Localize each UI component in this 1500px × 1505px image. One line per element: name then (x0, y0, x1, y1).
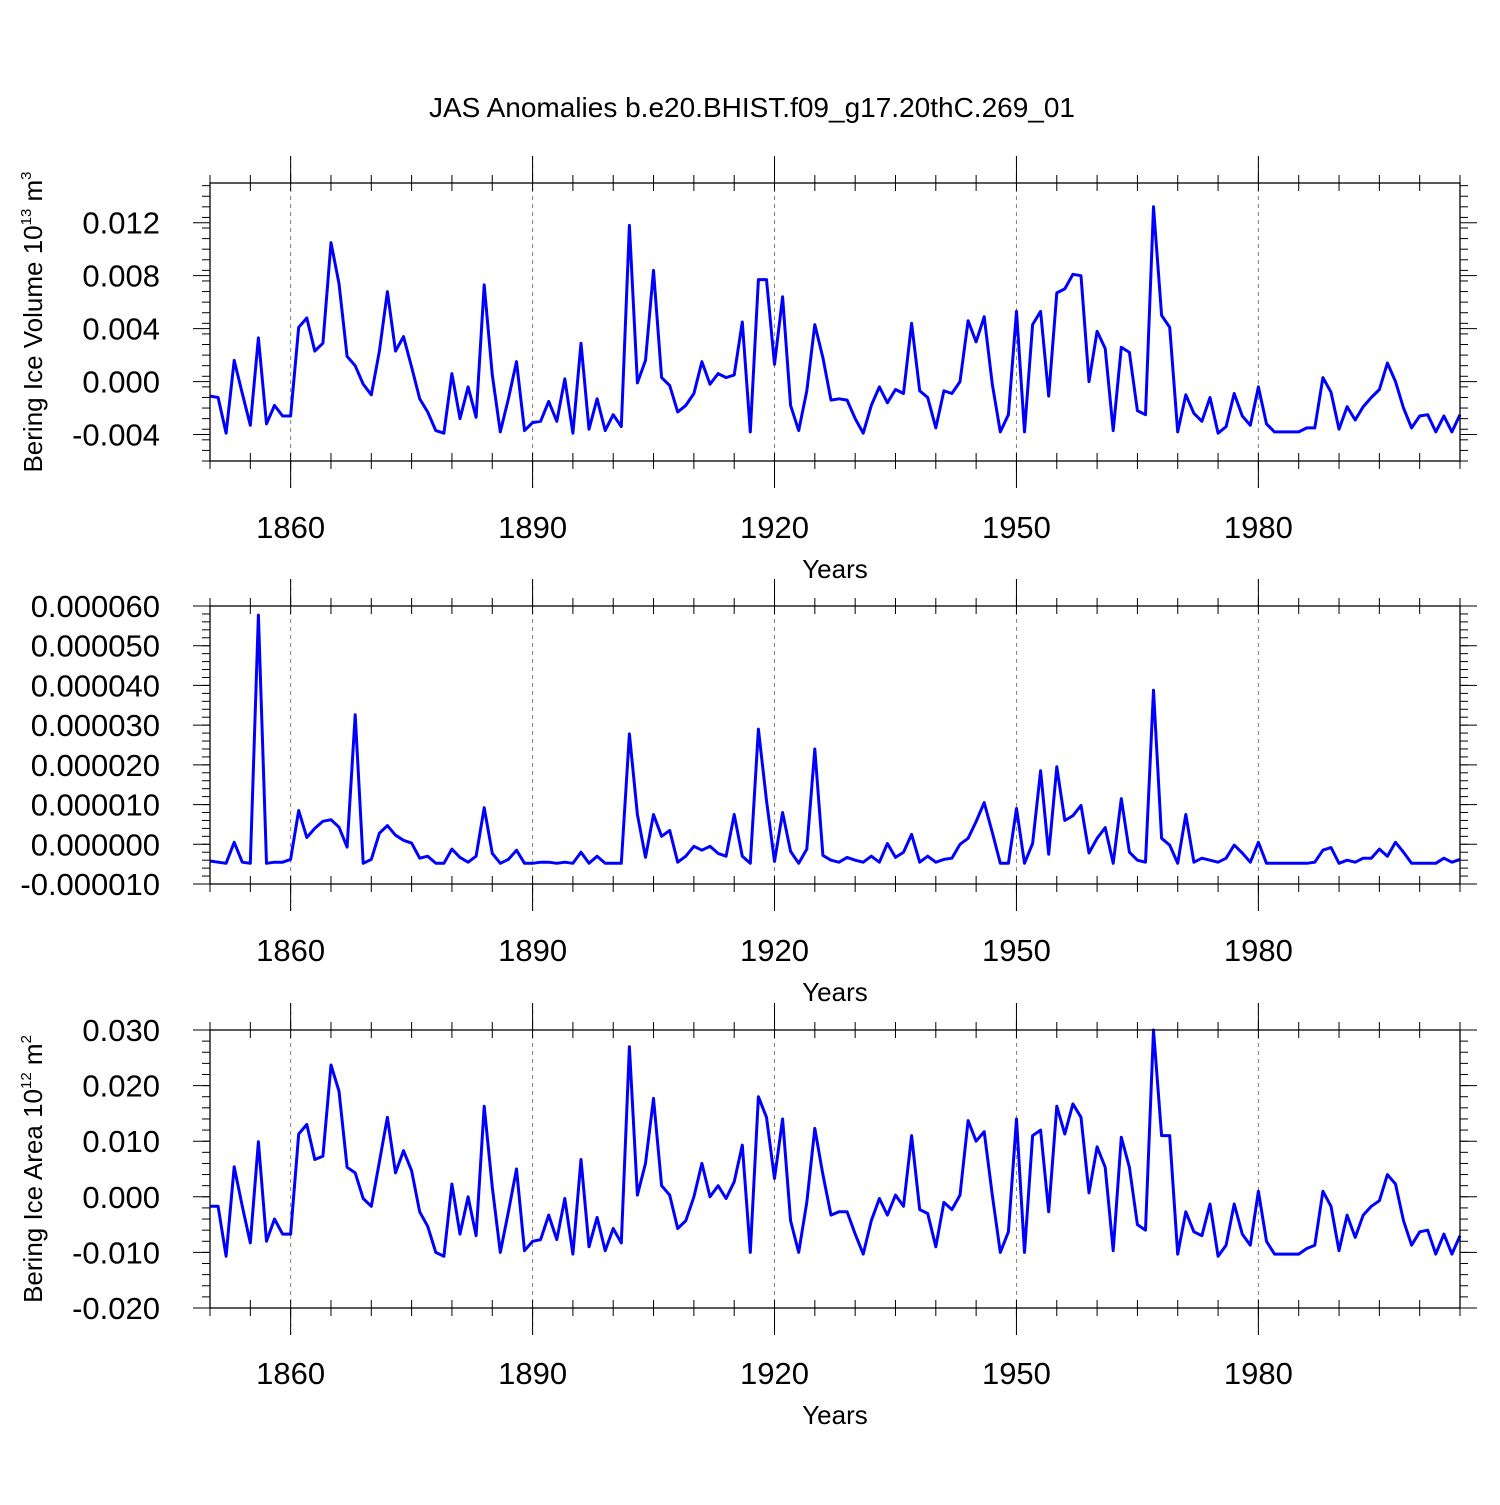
y-axis-label-part: Bering Ice Volume 10 (18, 225, 48, 472)
y-tick-label: 0.000 (82, 365, 160, 400)
y-tick-label: 0.000000 (31, 827, 160, 862)
x-tick-label: 1860 (256, 510, 325, 545)
x-tick-label: 1950 (982, 1356, 1051, 1391)
x-tick-label: 1890 (498, 1356, 567, 1391)
y-tick-label: 0.010 (82, 1124, 160, 1159)
y-axis-label-superscript: 12 (18, 1072, 35, 1089)
x-tick-label: 1950 (982, 510, 1051, 545)
x-axis-label: Years (802, 554, 868, 584)
y-axis-label-part: Bering Ice Area 10 (18, 1089, 48, 1303)
y-tick-label: 0.008 (82, 259, 160, 294)
plot-frame (209, 605, 1461, 885)
x-tick-label: 1980 (1224, 1356, 1293, 1391)
y-axis-label: Bering Ice Volume 1013 m3 (18, 171, 48, 472)
y-tick-label: 0.000010 (31, 788, 160, 823)
x-tick-label: 1980 (1224, 933, 1293, 968)
x-tick-label: 1920 (740, 933, 809, 968)
y-tick-label: 0.000060 (31, 589, 160, 624)
series-line (210, 1028, 1462, 1258)
y-axis-label-superscript: 2 (18, 1035, 35, 1043)
y-tick-label: 0.020 (82, 1069, 160, 1104)
y-tick-label: 0.000020 (31, 748, 160, 783)
x-tick-label: 1860 (256, 1356, 325, 1391)
y-tick-label: 0.000 (82, 1180, 160, 1215)
y-tick-label: 0.000050 (31, 629, 160, 664)
x-axis-label: Years (802, 1400, 868, 1430)
y-axis-label-superscript: 3 (18, 171, 35, 179)
y-tick-label: -0.010 (72, 1235, 160, 1270)
plot-frame (209, 1029, 1461, 1309)
x-tick-label: 1980 (1224, 510, 1293, 545)
panel-volume: -0.004 0.000 0.004 0.008 0.012 1860 1890 1920 19… (18, 156, 1477, 584)
x-tick-label: 1860 (256, 933, 325, 968)
y-axis-label-part: m (18, 1043, 48, 1072)
chart-title: JAS Anomalies b.e20.BHIST.f09_g17.20thC.… (429, 92, 1075, 123)
y-tick-label: 0.000030 (31, 708, 160, 743)
x-tick-label: 1920 (740, 510, 809, 545)
y-tick-label: -0.004 (72, 418, 160, 453)
y-tick-label: -0.020 (72, 1291, 160, 1326)
y-tick-label: 0.000040 (31, 668, 160, 703)
series-line (209, 205, 1462, 435)
series-line (209, 613, 1461, 865)
x-tick-label: 1890 (498, 933, 567, 968)
x-tick-label: 1890 (498, 510, 567, 545)
y-tick-label: 0.012 (82, 206, 160, 241)
y-axis-label-superscript: 13 (18, 209, 35, 226)
plot-frame (209, 182, 1461, 462)
y-axis-label: Bering Ice Area 1012 m2 (18, 1035, 48, 1303)
panel-middle: -0.000010 0.000000 0.000010 0.000020 0.00003… (20, 579, 1477, 1007)
x-axis-label: Years (802, 977, 868, 1007)
y-tick-label: 0.004 (82, 312, 160, 347)
y-tick-label: -0.000010 (20, 867, 160, 902)
x-tick-label: 1920 (740, 1356, 809, 1391)
x-tick-label: 1950 (982, 933, 1051, 968)
y-axis-label-part: m (18, 180, 48, 209)
y-tick-label: 0.030 (82, 1013, 160, 1048)
panel-area: -0.020 -0.010 0.000 0.010 0.020 0.030 1860 1890… (18, 1003, 1477, 1430)
